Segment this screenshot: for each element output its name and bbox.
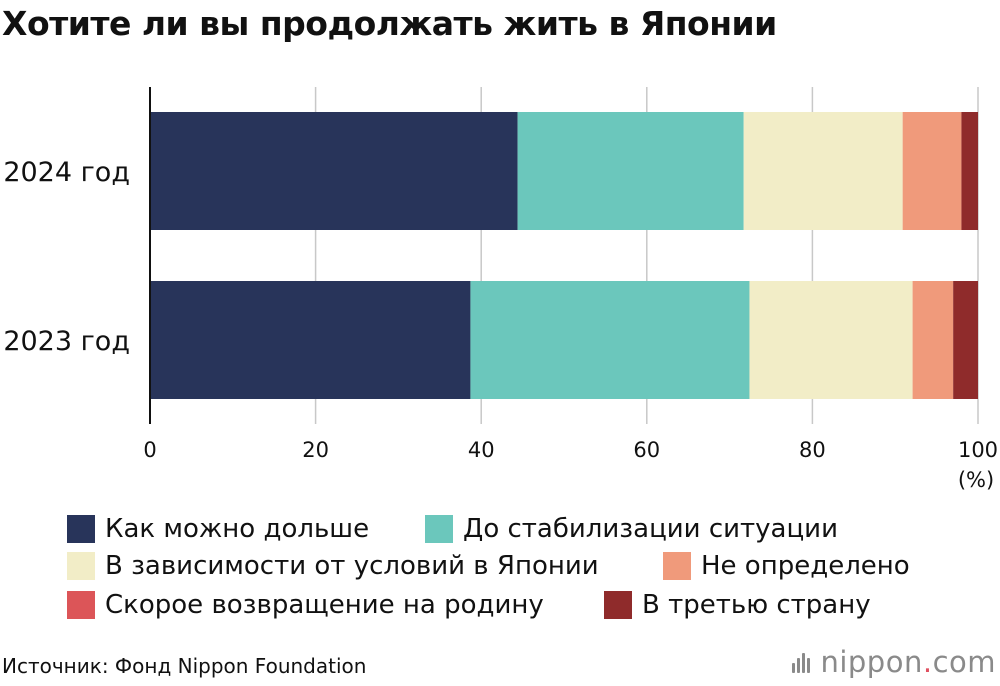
bar-segment (953, 281, 978, 399)
category-label: 2024 год (3, 157, 130, 188)
logo-name: nippon (820, 645, 923, 679)
unit-label: (%) (958, 468, 994, 492)
x-tick-label: 80 (799, 438, 826, 462)
bar-segment (912, 281, 954, 399)
chart-title: Хотите ли вы продолжать жить в Японии (2, 4, 777, 43)
source-note: Источник: Фонд Nippon Foundation (2, 654, 367, 678)
bar-segment (150, 281, 471, 399)
x-tick-label: 100 (958, 438, 998, 462)
bar-segment (749, 281, 913, 399)
category-label: 2023 год (3, 326, 130, 357)
bar-segment (961, 112, 978, 230)
logo-tld: com (932, 645, 996, 679)
x-tick-label: 0 (143, 438, 156, 462)
logo-bars-icon (792, 651, 812, 673)
logo-dot: . (922, 645, 933, 679)
x-tick-label: 40 (468, 438, 495, 462)
bar-segment (517, 112, 744, 230)
bar-segment (470, 281, 750, 399)
bar-segment (902, 112, 962, 230)
x-tick-label: 20 (302, 438, 329, 462)
x-tick-label: 60 (633, 438, 660, 462)
bar-segment (743, 112, 903, 230)
bar-segment (150, 112, 518, 230)
nippon-logo: nippon. com (792, 645, 996, 679)
